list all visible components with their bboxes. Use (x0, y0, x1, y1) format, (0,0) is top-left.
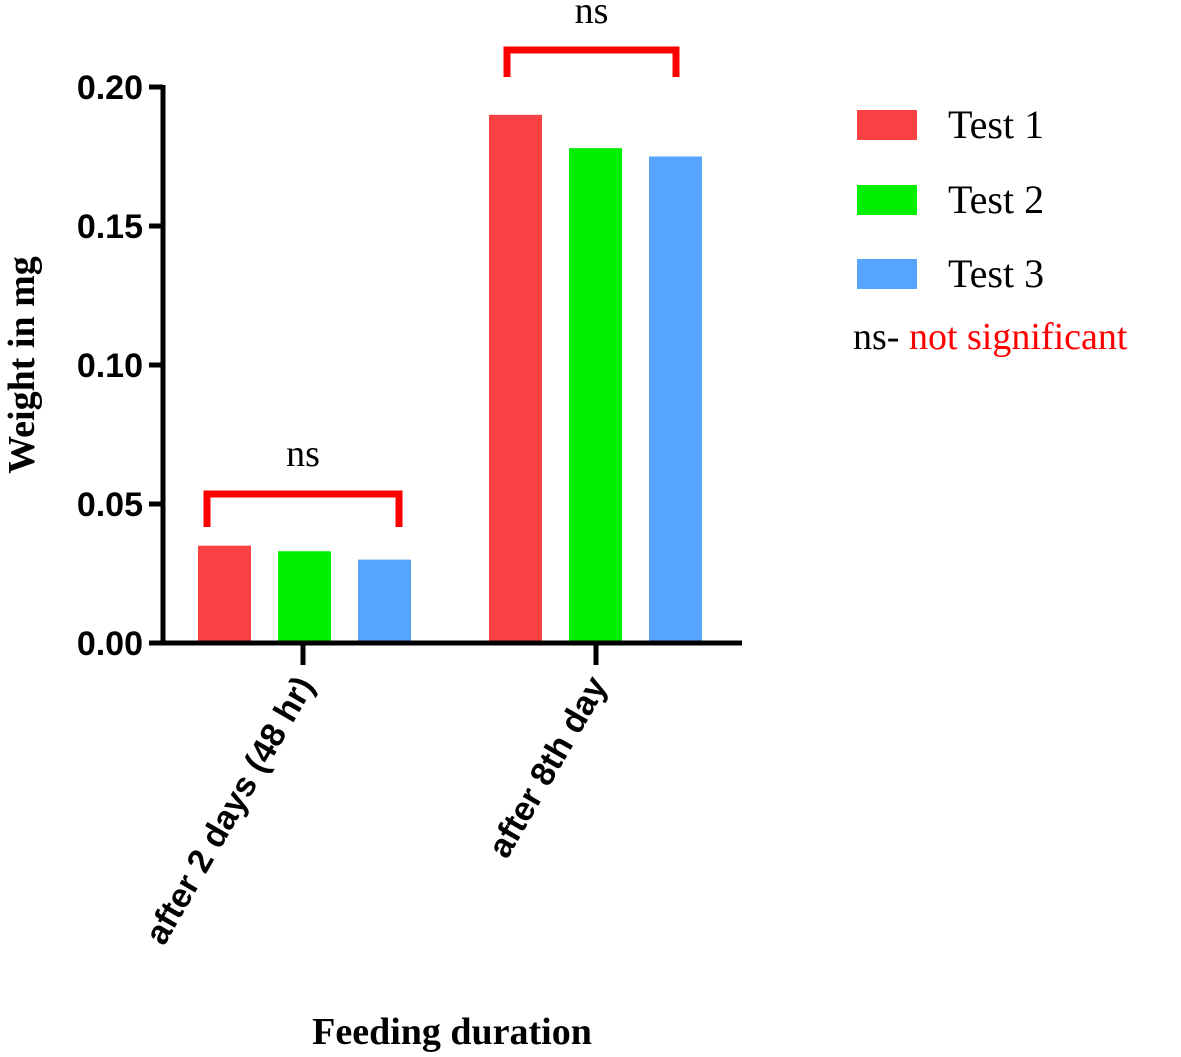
y-tick-label-4: 0.20 (77, 69, 143, 107)
bar-test-1-cat-1 (489, 114, 542, 644)
y-axis-title: Weight in mg (1, 256, 43, 473)
bar-test-1-cat-0 (198, 545, 251, 643)
y-tick-label-3: 0.15 (77, 208, 143, 246)
bar-test-3-cat-0 (358, 559, 411, 643)
significance-note: ns- not significant (853, 316, 1128, 358)
legend-label-test-3: Test 3 (948, 251, 1044, 296)
x-category-label-0: after 2 days (48 hr) (138, 670, 322, 951)
legend-swatch-test-3 (857, 259, 917, 289)
legend-swatch-test-1 (857, 110, 917, 140)
significance-label-1: ns (575, 0, 609, 32)
significance-bracket-1 (503, 46, 680, 77)
note-prefix: ns- (853, 316, 909, 358)
plot-area: 0.00 0.05 0.10 0.15 0.20 after 2 days (48 hr)… (77, 0, 742, 951)
significance-label-0: ns (286, 433, 320, 475)
y-tick-label-1: 0.05 (77, 486, 143, 524)
y-tick-label-2: 0.10 (77, 347, 143, 385)
legend-swatch-test-2 (857, 185, 917, 215)
bar-test-2-cat-1 (569, 148, 622, 643)
legend-label-test-2: Test 2 (948, 177, 1044, 222)
bar-test-2-cat-0 (278, 551, 331, 643)
y-tick-label-0: 0.00 (77, 625, 143, 663)
x-axis-title: Feeding duration (312, 1011, 592, 1053)
note-text: not significant (909, 316, 1128, 358)
bar-test-3-cat-1 (649, 156, 702, 643)
significance-bracket-0 (203, 490, 403, 527)
legend-label-test-1: Test 1 (948, 102, 1044, 147)
x-category-label-1: after 8th day (481, 670, 615, 864)
legend: Test 1 Test 2 Test 3 ns- not significant (853, 102, 1128, 358)
